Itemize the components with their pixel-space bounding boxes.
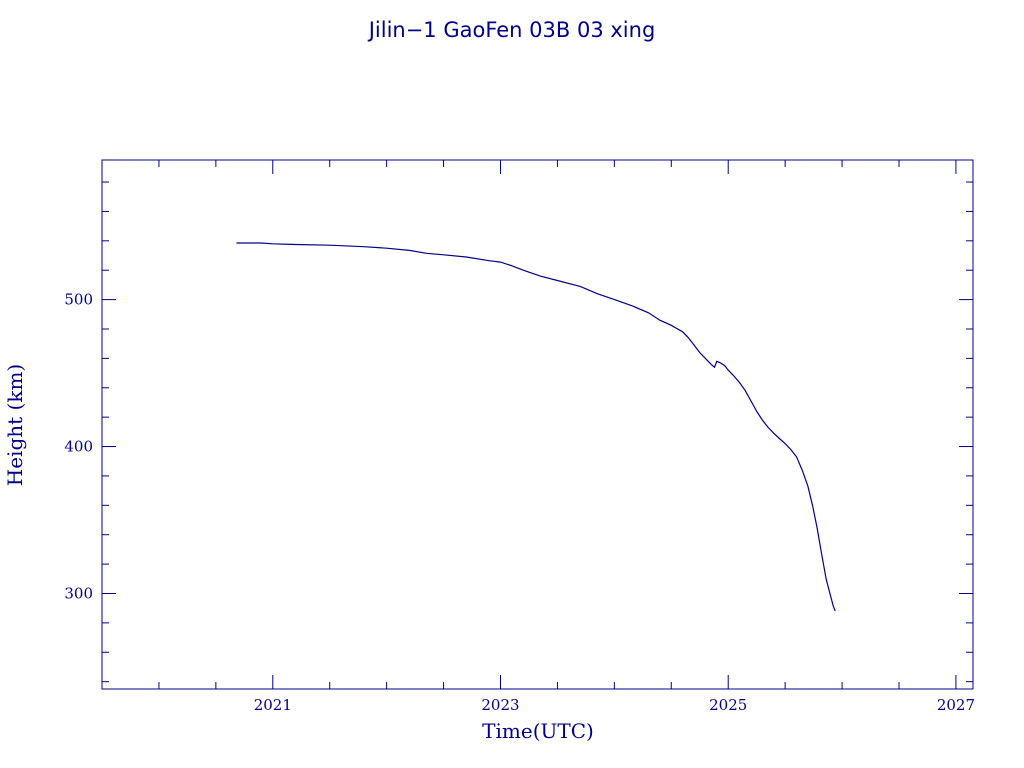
y-tick-label: 500 xyxy=(64,291,93,309)
height-series-line xyxy=(236,242,836,612)
axis-tick-labels: 2021 2023 2025 2027 300 400 500 xyxy=(64,291,975,714)
y-tick-label: 300 xyxy=(64,584,93,602)
x-axis-title: Time(UTC) xyxy=(482,719,594,743)
y-axis-title: Height (km) xyxy=(3,364,27,486)
chart-title: Jilin−1 GaoFen 03B 03 xing xyxy=(367,18,656,42)
x-tick-label: 2021 xyxy=(254,696,292,714)
plot-frame xyxy=(101,159,974,690)
x-tick-label: 2023 xyxy=(481,696,519,714)
y-tick-label: 400 xyxy=(64,438,93,456)
axis-ticks xyxy=(101,160,973,689)
x-tick-label: 2027 xyxy=(937,696,975,714)
x-tick-label: 2025 xyxy=(709,696,747,714)
